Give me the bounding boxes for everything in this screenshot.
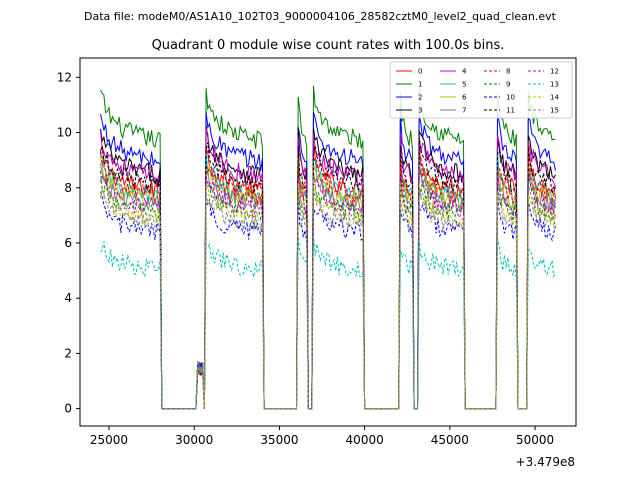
x-tick-label: 35000 (260, 433, 298, 447)
legend-label-14: 14 (550, 94, 559, 102)
legend-label-9: 9 (506, 81, 510, 89)
series-line-15 (100, 183, 556, 410)
y-tick-label: 0 (64, 402, 72, 416)
y-tick-label: 12 (57, 70, 72, 84)
legend-box (389, 61, 573, 119)
x-tick-label: 45000 (431, 433, 469, 447)
y-tick-label: 4 (64, 291, 72, 305)
legend-label-8: 8 (506, 68, 510, 76)
legend-label-0: 0 (418, 68, 422, 76)
legend-label-6: 6 (462, 94, 467, 102)
plot-area (80, 58, 576, 426)
chart-suptitle: Data file: modeM0/AS1A10_102T03_90000041… (84, 10, 557, 23)
legend-label-12: 12 (550, 68, 559, 76)
legend-label-10: 10 (506, 94, 515, 102)
legend-label-11: 11 (506, 107, 515, 115)
x-tick-label: 25000 (90, 433, 128, 447)
legend-label-7: 7 (462, 107, 466, 115)
x-tick-label: 40000 (346, 433, 384, 447)
y-tick-label: 2 (64, 346, 72, 360)
legend-label-1: 1 (418, 81, 422, 89)
legend-label-5: 5 (462, 81, 466, 89)
x-offset-label: +3.479e8 (516, 455, 575, 469)
chart-title: Quadrant 0 module wise count rates with … (152, 38, 505, 53)
y-tick-label: 10 (57, 126, 72, 140)
x-tick-label: 50000 (516, 433, 554, 447)
x-tick-label: 30000 (175, 433, 213, 447)
legend-label-4: 4 (462, 68, 467, 76)
legend-label-15: 15 (550, 107, 559, 115)
plot-frame (79, 57, 577, 427)
legend-label-2: 2 (418, 94, 422, 102)
series-layer (100, 85, 556, 410)
y-tick-label: 6 (64, 236, 72, 250)
y-tick-label: 8 (64, 181, 72, 195)
legend-label-13: 13 (550, 81, 559, 89)
legend-label-3: 3 (418, 107, 422, 115)
